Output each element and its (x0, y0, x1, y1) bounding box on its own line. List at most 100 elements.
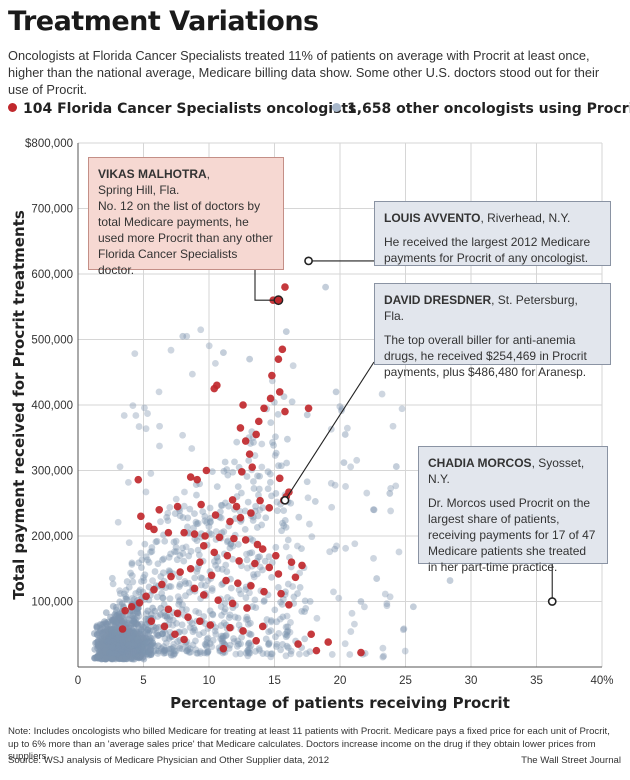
data-point-fcs (294, 640, 302, 648)
data-point-other (184, 514, 192, 522)
data-point-other (138, 556, 146, 564)
data-point-fcs (251, 559, 259, 568)
data-point-other (137, 549, 145, 557)
data-point-other (283, 628, 291, 636)
data-point-other (178, 621, 186, 629)
data-point-other (260, 598, 268, 605)
data-point-other (279, 519, 286, 527)
data-point-other (195, 631, 203, 639)
data-point-other (220, 619, 228, 627)
data-point-other (223, 568, 231, 575)
legend-label-other: 1,658 other oncologists using Procrit (347, 101, 630, 117)
data-point-fcs (184, 613, 192, 622)
data-point-other (245, 620, 252, 628)
data-point-fcs (167, 572, 175, 581)
data-point-other (130, 650, 137, 658)
data-point-other (128, 560, 136, 568)
marker-avvento (304, 256, 313, 266)
data-point-other (186, 645, 194, 653)
data-point-other (283, 642, 291, 650)
data-point-other (148, 642, 156, 649)
data-point-other (250, 438, 257, 446)
data-point-other (238, 633, 246, 641)
data-point-other (296, 584, 304, 591)
data-point-other (101, 647, 109, 655)
data-point-other (296, 650, 303, 658)
data-point-other (289, 362, 297, 370)
data-point-other (116, 463, 124, 471)
data-point-other (262, 635, 270, 643)
data-point-other (222, 631, 230, 639)
data-point-other (127, 569, 134, 577)
data-point-other (119, 617, 126, 625)
data-point-other (173, 556, 181, 564)
data-point-other (167, 649, 174, 657)
data-point-other (176, 596, 184, 604)
data-point-other (123, 596, 131, 604)
data-point-other (144, 410, 151, 417)
data-point-other (262, 514, 270, 522)
data-point-fcs (186, 564, 195, 573)
data-point-other (163, 612, 171, 620)
data-point-other (166, 616, 173, 624)
data-point-other (122, 586, 130, 594)
data-point-other (311, 498, 319, 505)
data-point-other (130, 641, 138, 649)
data-point-other (137, 645, 145, 653)
data-point-other (181, 577, 189, 585)
data-point-other (108, 630, 116, 638)
y-tick-label: 700,000 (31, 204, 73, 216)
data-point-other (108, 574, 116, 582)
callout-avvento: LOUIS AVVENTO, Riverhead, N.Y. He receiv… (374, 201, 611, 266)
data-point-other (109, 638, 117, 646)
data-point-other (301, 635, 309, 643)
data-point-other (335, 594, 343, 602)
data-point-other (113, 603, 120, 611)
data-point-other (387, 484, 395, 492)
x-tick-label: 30 (465, 675, 478, 687)
data-point-other (169, 621, 177, 629)
data-point-other (346, 651, 354, 658)
data-point-other (179, 514, 187, 521)
data-point-fcs (247, 509, 255, 517)
data-point-other (159, 594, 167, 602)
data-point-other (281, 517, 289, 524)
data-point-other (243, 550, 250, 558)
data-point-other (117, 646, 125, 654)
data-point-other (128, 651, 135, 658)
data-point-other (229, 468, 237, 476)
data-point-other (142, 553, 150, 561)
data-point-other (202, 641, 210, 649)
data-point-fcs (258, 622, 267, 631)
data-point-other (249, 517, 257, 524)
data-point-other (220, 467, 228, 475)
data-point-fcs (137, 512, 145, 521)
data-point-other (446, 577, 454, 584)
data-point-other (123, 578, 131, 585)
data-point-other (244, 647, 251, 655)
data-point-other (165, 635, 173, 642)
data-point-other (277, 462, 285, 470)
data-point-other (392, 463, 400, 470)
data-point-other (163, 639, 170, 647)
data-point-other (212, 630, 220, 638)
data-point-other (272, 633, 279, 641)
data-point-other (267, 627, 275, 635)
data-point-other (192, 637, 199, 645)
data-point-other (194, 519, 202, 527)
data-point-other (219, 637, 227, 645)
data-point-other (142, 639, 150, 646)
data-point-other (218, 565, 226, 573)
data-point-other (134, 645, 142, 653)
data-point-other (170, 640, 178, 648)
data-point-fcs (235, 557, 243, 565)
data-point-other (138, 625, 146, 633)
x-tick-label: 40% (590, 675, 613, 687)
data-point-other (161, 537, 169, 545)
data-point-other (148, 544, 156, 551)
callout-avvento-location: Riverhead, N.Y. (487, 211, 571, 225)
data-point-other (294, 542, 301, 550)
data-point-other (256, 472, 264, 480)
data-point-other (250, 485, 258, 492)
data-point-other (160, 646, 168, 654)
